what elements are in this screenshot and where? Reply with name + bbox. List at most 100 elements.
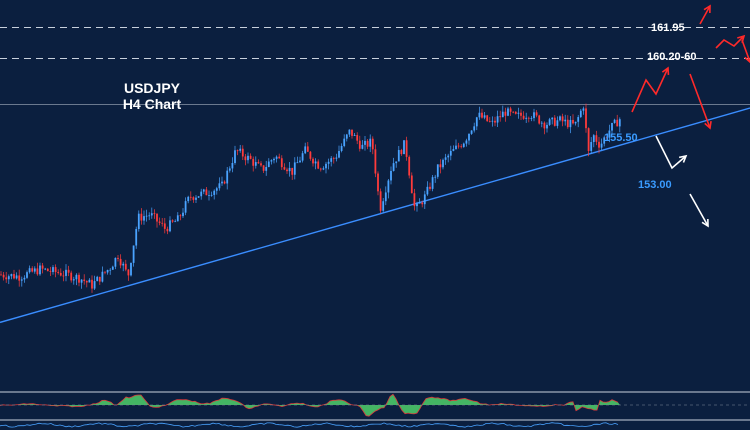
candle <box>293 157 296 180</box>
candle <box>234 145 236 165</box>
candle <box>10 273 13 280</box>
candle <box>600 138 603 151</box>
candle <box>218 177 221 191</box>
candle <box>0 271 2 276</box>
candle <box>54 264 57 278</box>
candle <box>278 153 281 159</box>
candle <box>169 216 171 233</box>
candle <box>520 109 522 120</box>
candle <box>348 129 351 137</box>
candle <box>592 134 595 148</box>
candle <box>572 114 574 125</box>
candle <box>267 158 270 168</box>
candle <box>117 254 119 262</box>
candle <box>374 144 377 178</box>
candle <box>449 145 452 161</box>
candle <box>340 143 343 153</box>
candle <box>434 174 437 183</box>
candle <box>335 153 338 162</box>
candle <box>83 274 86 285</box>
candle <box>413 188 416 211</box>
candle <box>566 115 569 129</box>
candle <box>210 191 213 197</box>
candle <box>577 114 580 128</box>
candle <box>221 176 223 186</box>
candle <box>499 110 502 122</box>
candle <box>31 266 34 273</box>
candle <box>423 190 426 209</box>
candle <box>106 269 109 275</box>
candle <box>439 159 442 174</box>
candle <box>460 144 463 149</box>
candle <box>564 114 567 126</box>
candle <box>101 266 104 283</box>
trendline <box>0 107 750 324</box>
candle <box>161 218 164 227</box>
candle <box>247 152 249 164</box>
candle <box>512 111 515 114</box>
trendline-group <box>0 107 750 324</box>
candle <box>286 167 288 174</box>
candle <box>325 161 327 174</box>
candle <box>421 200 424 208</box>
candle <box>507 106 509 117</box>
candle <box>26 270 28 279</box>
projection-arrow-down-white-2 <box>689 193 709 228</box>
candle <box>473 122 476 133</box>
candle <box>39 262 41 276</box>
candle <box>184 197 187 216</box>
candle <box>176 212 179 222</box>
candle <box>501 105 504 118</box>
candle <box>215 186 218 195</box>
candle <box>574 121 577 126</box>
candle <box>530 116 533 122</box>
candle <box>2 272 5 281</box>
candle <box>319 167 322 172</box>
candle <box>124 259 127 272</box>
candle <box>158 217 161 226</box>
candle <box>408 155 411 179</box>
candle <box>205 187 208 196</box>
candle <box>418 198 421 204</box>
candle <box>202 188 205 195</box>
candle <box>351 129 353 139</box>
candle <box>429 182 431 191</box>
candle <box>145 209 148 222</box>
candle <box>442 158 444 170</box>
candle <box>447 153 450 163</box>
candle <box>322 166 325 171</box>
candle <box>603 135 606 147</box>
projection-arrow-right-edge <box>741 39 750 64</box>
candle <box>548 117 551 126</box>
candle <box>5 271 8 283</box>
candle <box>403 140 405 155</box>
candle <box>226 167 229 190</box>
candle <box>296 156 299 164</box>
candle <box>252 156 255 172</box>
candle <box>57 269 60 275</box>
candle <box>254 156 257 169</box>
candle <box>70 270 73 283</box>
candles-group <box>0 103 621 293</box>
candle <box>317 159 320 170</box>
candle <box>187 195 190 204</box>
candle <box>465 138 468 147</box>
candle <box>481 108 483 119</box>
candle <box>491 116 494 127</box>
candle <box>249 153 252 160</box>
candle <box>197 196 200 199</box>
chart-title-timeframe: H4 Chart <box>122 96 182 112</box>
candle <box>228 166 231 173</box>
candle <box>13 269 15 280</box>
candle <box>377 171 379 196</box>
candle <box>538 114 541 125</box>
candle <box>299 156 301 163</box>
support-label-155-50: 155.50 <box>604 132 638 144</box>
candle <box>33 266 36 274</box>
candle <box>457 142 460 149</box>
osc-secondary <box>0 422 619 428</box>
support-label-153-00: 153.00 <box>638 179 672 191</box>
candle <box>304 142 307 155</box>
candle <box>239 144 242 153</box>
candle <box>109 267 112 275</box>
